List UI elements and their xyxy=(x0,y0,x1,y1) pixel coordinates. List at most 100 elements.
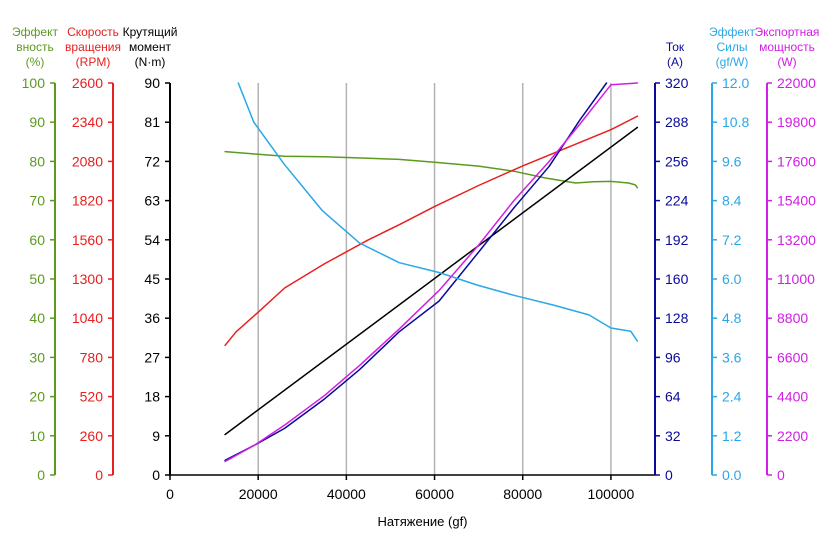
y-tick-label-power: 15400 xyxy=(777,193,816,209)
series-line-force xyxy=(237,82,639,342)
y-tick-label-torque: 0 xyxy=(152,467,160,483)
y-tick-label-torque: 27 xyxy=(144,349,160,365)
y-tick-label-current: 160 xyxy=(665,271,689,287)
y-tick-label-torque: 63 xyxy=(144,193,160,209)
y-axis-title-line: (A) xyxy=(667,55,683,69)
x-tick-label: 80000 xyxy=(503,486,542,502)
y-tick-label-current: 32 xyxy=(665,428,681,444)
series-line-torque xyxy=(224,126,639,436)
y-axis-title-line: вращения xyxy=(65,40,121,54)
y-tick-label-current: 192 xyxy=(665,232,689,248)
y-tick-label-power: 4400 xyxy=(777,389,808,405)
y-tick-label-torque: 36 xyxy=(144,310,160,326)
y-tick-label-current: 0 xyxy=(665,467,673,483)
y-tick-label-force: 10.8 xyxy=(722,114,749,130)
series-line-rpm xyxy=(224,115,639,347)
y-tick-label-eff: 40 xyxy=(29,310,45,326)
y-tick-label-current: 288 xyxy=(665,114,689,130)
y-tick-label-force: 1.2 xyxy=(722,428,742,444)
y-tick-label-current: 128 xyxy=(665,310,689,326)
y-tick-label-power: 11000 xyxy=(777,271,815,287)
x-tick-label: 100000 xyxy=(588,486,635,502)
y-axis-title-rpm: Скорость вращения (RPM) xyxy=(65,25,121,69)
y-tick-label-rpm: 1820 xyxy=(72,193,103,209)
y-axis-title-power: Экспортная мощность (W) xyxy=(755,25,820,69)
y-tick-label-torque: 81 xyxy=(144,114,160,130)
y-tick-label-rpm: 0 xyxy=(95,467,103,483)
x-axis-label: Натяжение (gf) xyxy=(377,514,467,529)
y-tick-label-eff: 60 xyxy=(29,232,45,248)
y-axis-title-line: (RPM) xyxy=(76,55,111,69)
y-tick-label-force: 6.0 xyxy=(722,271,742,287)
y-tick-label-eff: 30 xyxy=(29,349,45,365)
y-tick-label-force: 8.4 xyxy=(722,193,742,209)
y-tick-label-current: 96 xyxy=(665,349,681,365)
y-tick-label-torque: 54 xyxy=(144,232,160,248)
y-tick-label-eff: 80 xyxy=(29,153,45,169)
series-line-eff xyxy=(224,150,639,189)
x-tick-label: 20000 xyxy=(239,486,278,502)
y-axis-title-torque: Крутящий момент (N·m) xyxy=(123,25,178,69)
y-tick-label-power: 8800 xyxy=(777,310,808,326)
y-axis-title-force: Эффект Силы (gf/W) xyxy=(709,25,755,69)
y-axis-title-eff: Эффект вность (%) xyxy=(12,25,58,69)
y-tick-label-eff: 0 xyxy=(37,467,45,483)
y-axis-title-line: Крутящий xyxy=(123,25,178,39)
y-axis-title-line: Ток xyxy=(666,40,685,54)
y-axis-title-line: Силы xyxy=(717,40,748,54)
y-tick-label-torque: 72 xyxy=(144,153,160,169)
y-axis-title-line: вность xyxy=(16,40,53,54)
y-tick-label-current: 64 xyxy=(665,389,681,405)
y-axis-title-line: (%) xyxy=(26,55,45,69)
y-tick-label-eff: 70 xyxy=(29,193,45,209)
y-tick-label-force: 0.0 xyxy=(722,467,742,483)
y-axis-title-line: мощность xyxy=(759,40,815,54)
y-tick-label-rpm: 260 xyxy=(80,428,104,444)
series-group xyxy=(224,82,639,463)
y-tick-label-power: 13200 xyxy=(777,232,816,248)
y-tick-label-force: 2.4 xyxy=(722,389,742,405)
y-tick-label-eff: 50 xyxy=(29,271,45,287)
y-tick-label-force: 7.2 xyxy=(722,232,742,248)
y-tick-label-current: 320 xyxy=(665,75,689,91)
y-tick-label-rpm: 2600 xyxy=(72,75,103,91)
y-axis-title-line: (gf/W) xyxy=(716,55,749,69)
y-tick-label-power: 17600 xyxy=(777,153,816,169)
y-tick-label-power: 0 xyxy=(777,467,785,483)
y-tick-label-rpm: 520 xyxy=(80,389,104,405)
y-tick-label-eff: 10 xyxy=(29,428,45,444)
x-tick-label: 0 xyxy=(166,486,174,502)
y-tick-label-rpm: 1560 xyxy=(72,232,103,248)
x-tick-label: 60000 xyxy=(415,486,454,502)
y-tick-label-current: 256 xyxy=(665,153,689,169)
y-tick-label-rpm: 2340 xyxy=(72,114,103,130)
y-tick-label-rpm: 1300 xyxy=(72,271,103,287)
y-tick-label-torque: 9 xyxy=(152,428,160,444)
y-tick-label-torque: 45 xyxy=(144,271,160,287)
series-line-current xyxy=(224,82,608,462)
y-tick-label-rpm: 1040 xyxy=(72,310,103,326)
y-axis-title-line: Скорость xyxy=(67,25,119,39)
y-tick-label-current: 224 xyxy=(665,193,689,209)
y-axis-title-line: Эффект xyxy=(12,25,58,39)
y-tick-label-power: 19800 xyxy=(777,114,816,130)
x-tick-label: 40000 xyxy=(327,486,366,502)
y-tick-label-torque: 90 xyxy=(144,75,160,91)
y-tick-label-eff: 20 xyxy=(29,389,45,405)
y-tick-label-power: 6600 xyxy=(777,349,808,365)
y-axis-title-line: (W) xyxy=(777,55,796,69)
y-tick-label-rpm: 780 xyxy=(80,349,104,365)
y-axis-title-line: Эффект xyxy=(709,25,755,39)
y-tick-label-rpm: 2080 xyxy=(72,153,103,169)
y-axis-title-line: (N·m) xyxy=(135,55,166,69)
y-axis-title-line: момент xyxy=(129,40,171,54)
y-tick-label-eff: 100 xyxy=(22,75,46,91)
y-tick-label-torque: 18 xyxy=(144,389,160,405)
y-axis-title-line: Экспортная xyxy=(755,25,820,39)
series-line-power xyxy=(224,82,639,463)
y-tick-label-force: 9.6 xyxy=(722,153,742,169)
y-tick-label-power: 22000 xyxy=(777,75,816,91)
y-tick-label-eff: 90 xyxy=(29,114,45,130)
